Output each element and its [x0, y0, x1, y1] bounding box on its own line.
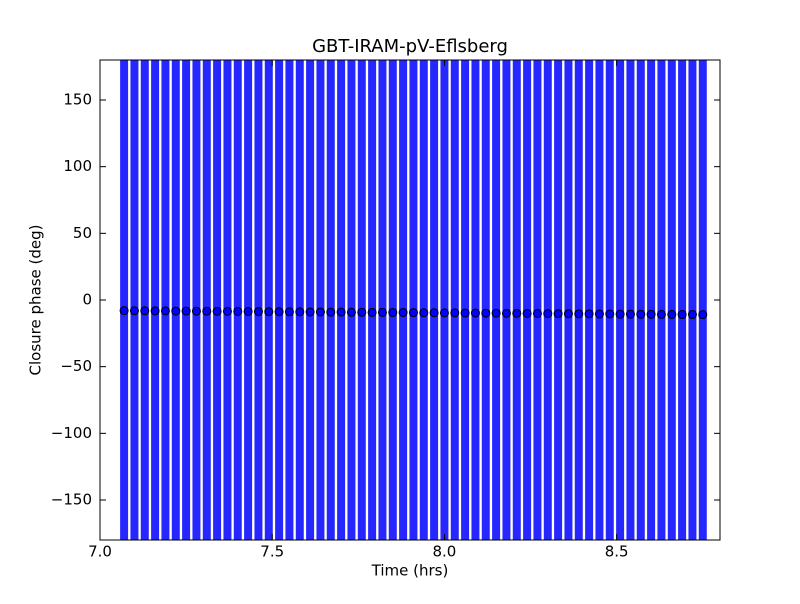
data-point [625, 309, 635, 319]
data-point [419, 308, 429, 318]
data-point [687, 310, 697, 320]
data-point [532, 308, 542, 318]
data-point [367, 307, 377, 317]
data-point [522, 308, 532, 318]
data-point [140, 306, 150, 316]
x-axis-label: Time (hrs) [371, 562, 449, 580]
x-tick-label: 7.0 [88, 543, 112, 561]
data-point [512, 308, 522, 318]
x-tick-label: 8.5 [605, 543, 629, 561]
data-point [636, 309, 646, 319]
data-point [160, 306, 170, 316]
data-point [243, 306, 253, 316]
plot-area [119, 60, 708, 540]
data-point [481, 308, 491, 318]
data-point [605, 309, 615, 319]
data-point [698, 310, 708, 320]
data-point [222, 306, 232, 316]
data-point [491, 308, 501, 318]
data-point [305, 307, 315, 317]
data-point [171, 306, 181, 316]
data-point [470, 308, 480, 318]
data-point [439, 308, 449, 318]
data-point [615, 309, 625, 319]
data-point [150, 306, 160, 316]
y-tick-label: −50 [60, 357, 92, 375]
data-point [295, 307, 305, 317]
data-point [357, 307, 367, 317]
x-tick-label: 8.0 [433, 543, 457, 561]
data-point [429, 308, 439, 318]
y-axis-label: Closure phase (deg) [27, 225, 45, 376]
data-point [253, 307, 263, 317]
data-point [315, 307, 325, 317]
data-point [646, 309, 656, 319]
y-tick-label: 150 [63, 91, 92, 109]
data-point [398, 308, 408, 318]
data-point [677, 310, 687, 320]
data-point [501, 308, 511, 318]
data-point [656, 309, 666, 319]
data-point [563, 309, 573, 319]
data-point [129, 306, 139, 316]
y-tick-label: −100 [51, 424, 92, 442]
data-point [346, 307, 356, 317]
y-tick-label: 0 [82, 291, 92, 309]
data-point [594, 309, 604, 319]
data-point [408, 308, 418, 318]
y-tick-label: 50 [73, 224, 92, 242]
data-point [191, 306, 201, 316]
x-tick-label: 7.5 [260, 543, 284, 561]
data-point [274, 307, 284, 317]
data-point [543, 309, 553, 319]
data-point [388, 308, 398, 318]
data-point [264, 307, 274, 317]
chart-title: GBT-IRAM-pV-Eflsberg [312, 36, 508, 57]
data-point [119, 306, 129, 316]
data-point [574, 309, 584, 319]
data-point [667, 309, 677, 319]
data-point [181, 306, 191, 316]
data-point [377, 307, 387, 317]
y-tick-label: 100 [63, 157, 92, 175]
data-point [284, 307, 294, 317]
data-point [202, 306, 212, 316]
data-point [553, 309, 563, 319]
data-point [233, 306, 243, 316]
data-point [450, 308, 460, 318]
data-point [326, 307, 336, 317]
data-point [584, 309, 594, 319]
data-point [336, 307, 346, 317]
y-tick-label: −150 [51, 491, 92, 509]
data-point [212, 306, 222, 316]
data-point [460, 308, 470, 318]
